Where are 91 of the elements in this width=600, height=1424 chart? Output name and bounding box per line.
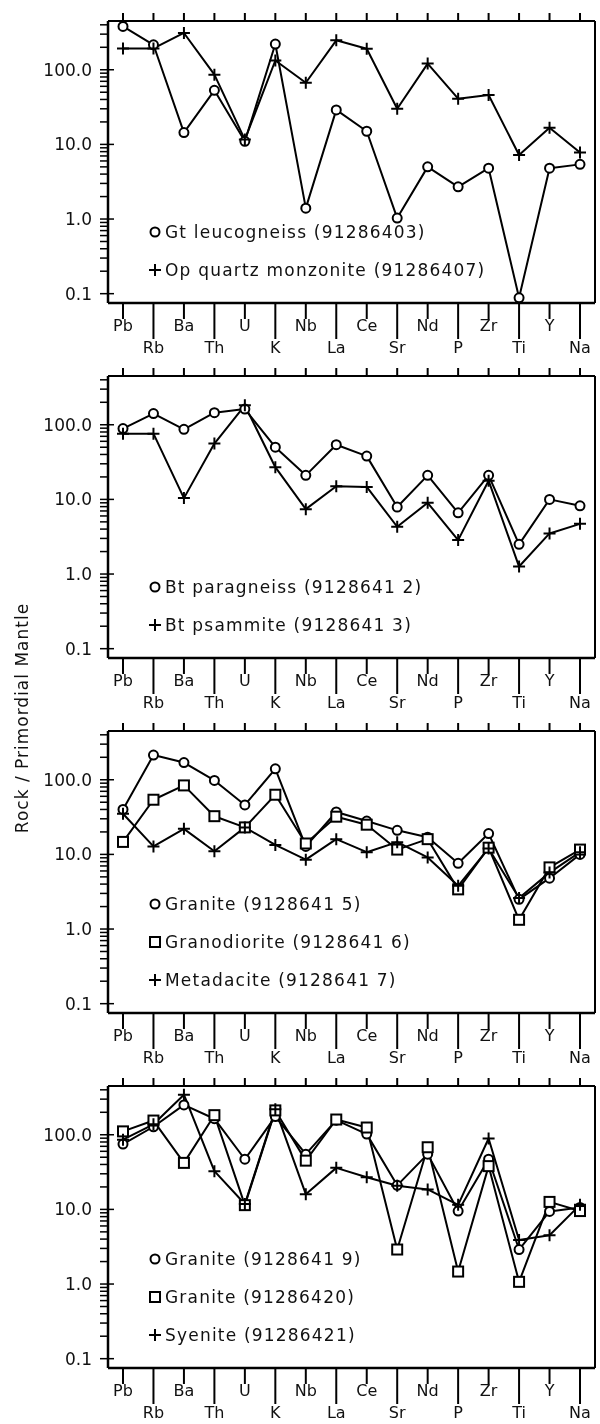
- y-tick-label: 100.0: [43, 414, 92, 435]
- x-tick-label: Nb: [294, 1381, 317, 1400]
- x-tick-label: Na: [569, 1048, 591, 1067]
- x-tick-label: Y: [543, 1026, 555, 1045]
- x-tick-label: La: [326, 693, 346, 712]
- legend-label: Metadacite (9128641 7): [165, 970, 397, 990]
- x-tick-label: P: [453, 1048, 464, 1067]
- y-tick-label: 0.1: [64, 638, 92, 659]
- y-tick-label: 100.0: [43, 769, 92, 790]
- y-tick-label: 100.0: [43, 59, 92, 80]
- x-tick-label: Sr: [388, 1403, 406, 1422]
- x-tick-label: P: [453, 1403, 464, 1422]
- y-tick-label: 1.0: [64, 563, 92, 584]
- x-tick-label: Y: [543, 671, 555, 690]
- x-tick-label: Zr: [479, 671, 498, 690]
- x-tick-label: U: [239, 1026, 251, 1045]
- x-tick-label: Nb: [294, 671, 317, 690]
- x-tick-label: Ce: [356, 1026, 378, 1045]
- x-tick-label: La: [326, 1048, 346, 1067]
- y-tick-label: 0.1: [64, 993, 92, 1014]
- legend-label: Granite (91286420): [165, 1287, 355, 1307]
- y-tick-label: 1.0: [64, 918, 92, 939]
- x-tick-label: Zr: [479, 1381, 498, 1400]
- x-tick-label: Pb: [113, 671, 133, 690]
- x-tick-label: Nb: [294, 1026, 317, 1045]
- x-tick-label: Th: [203, 1048, 225, 1067]
- x-tick-label: Th: [203, 693, 225, 712]
- x-tick-label: Rb: [142, 1403, 165, 1422]
- x-tick-label: Th: [203, 1403, 225, 1422]
- x-tick-label: Sr: [388, 693, 406, 712]
- x-tick-label: Ba: [173, 316, 195, 335]
- x-tick-label: U: [239, 316, 251, 335]
- y-tick-label: 0.1: [64, 283, 92, 304]
- x-tick-label: Nd: [416, 671, 439, 690]
- x-tick-label: U: [239, 1381, 251, 1400]
- legend-label: Gt leucogneiss (91286403): [165, 222, 426, 242]
- x-tick-label: Ce: [356, 1381, 378, 1400]
- x-tick-label: K: [270, 338, 282, 357]
- y-axis-title: Rock / Primordial Mantle: [12, 602, 32, 834]
- x-tick-label: Ti: [511, 1048, 526, 1067]
- legend-label: Granodiorite (9128641 6): [165, 932, 411, 952]
- x-tick-label: K: [270, 1403, 282, 1422]
- x-tick-label: Ti: [511, 338, 526, 357]
- x-tick-label: Ti: [511, 693, 526, 712]
- x-tick-label: Ce: [356, 316, 378, 335]
- x-tick-label: Na: [569, 338, 591, 357]
- x-tick-label: Y: [543, 316, 555, 335]
- x-tick-label: Rb: [142, 693, 165, 712]
- y-tick-label: 10.0: [54, 489, 92, 510]
- x-tick-label: Sr: [388, 1048, 406, 1067]
- legend-label: Granite (9128641 9): [165, 1249, 362, 1269]
- legend-label: Bt psammite (9128641 3): [165, 615, 412, 635]
- legend-label: Bt paragneiss (9128641 2): [165, 577, 423, 597]
- x-tick-label: Ba: [173, 1026, 195, 1045]
- x-tick-label: La: [326, 338, 346, 357]
- y-tick-label: 1.0: [64, 208, 92, 229]
- x-tick-label: La: [326, 1403, 346, 1422]
- x-tick-label: Nd: [416, 1381, 439, 1400]
- x-tick-label: Pb: [113, 316, 133, 335]
- x-tick-label: Rb: [142, 338, 165, 357]
- x-tick-label: K: [270, 693, 282, 712]
- x-tick-label: Sr: [388, 338, 406, 357]
- x-tick-label: Nd: [416, 1026, 439, 1045]
- y-tick-label: 10.0: [54, 844, 92, 865]
- y-tick-label: 10.0: [54, 134, 92, 155]
- x-tick-label: Rb: [142, 1048, 165, 1067]
- y-tick-label: 10.0: [54, 1199, 92, 1220]
- x-tick-label: Na: [569, 693, 591, 712]
- x-tick-label: Na: [569, 1403, 591, 1422]
- legend-label: Syenite (91286421): [165, 1325, 356, 1345]
- x-tick-label: Y: [543, 1381, 555, 1400]
- y-tick-label: 100.0: [43, 1124, 92, 1145]
- y-tick-label: 0.1: [64, 1348, 92, 1369]
- x-tick-label: Ce: [356, 671, 378, 690]
- x-tick-label: Th: [203, 338, 225, 357]
- y-tick-label: 1.0: [64, 1273, 92, 1294]
- x-tick-label: Nd: [416, 316, 439, 335]
- legend-label: Op quartz monzonite (91286407): [165, 260, 486, 280]
- x-tick-label: Ba: [173, 1381, 195, 1400]
- x-tick-label: U: [239, 671, 251, 690]
- x-tick-label: Pb: [113, 1026, 133, 1045]
- x-tick-label: Ba: [173, 671, 195, 690]
- legend-label: Granite (9128641 5): [165, 894, 362, 914]
- x-tick-label: P: [453, 693, 464, 712]
- x-tick-label: K: [270, 1048, 282, 1067]
- x-tick-label: P: [453, 338, 464, 357]
- x-tick-label: Zr: [479, 1026, 498, 1045]
- x-tick-label: Ti: [511, 1403, 526, 1422]
- x-tick-label: Pb: [113, 1381, 133, 1400]
- x-tick-label: Zr: [479, 316, 498, 335]
- x-tick-label: Nb: [294, 316, 317, 335]
